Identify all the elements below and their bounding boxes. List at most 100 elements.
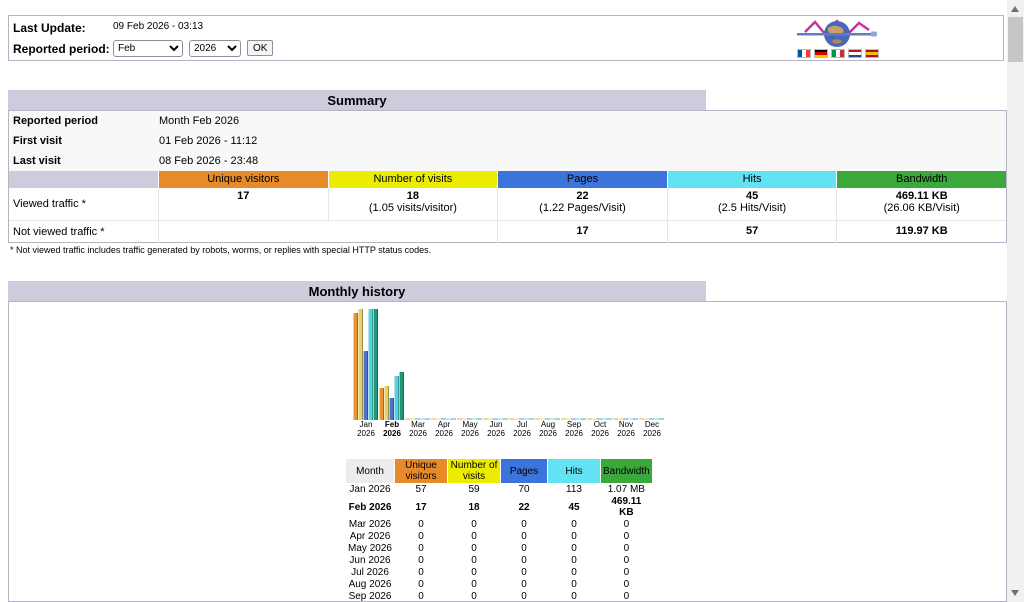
spain-flag-stripe — [866, 55, 878, 57]
monthly-table-header-4: Hits — [548, 459, 600, 483]
monthly-cell: 59 — [468, 484, 480, 495]
bar-pages-sep-2026 — [571, 418, 576, 420]
monthly-cell: 0 — [521, 555, 527, 566]
monthly-cell: Jun 2026 — [349, 555, 391, 566]
monthly-cell: 45 — [568, 501, 580, 513]
netherlands-flag[interactable] — [848, 49, 862, 58]
germany-flag[interactable] — [814, 49, 828, 58]
viewed-cell-4: 469.11 KB (26.06 KB/Visit) — [836, 188, 1006, 220]
reported-period-row: Reported period: Feb 2026 OK — [13, 40, 274, 58]
spain-flag[interactable] — [865, 49, 879, 58]
italy-flag-stripe — [840, 50, 844, 57]
bar-number-of-visits-jun-2026 — [488, 418, 493, 420]
monthly-cell: 0 — [571, 579, 577, 590]
monthly-cell: 0 — [571, 591, 577, 602]
bar-unique-visitors-aug-2026 — [535, 418, 540, 420]
awstats-logo-icon[interactable] — [795, 18, 879, 50]
bar-pages-nov-2026 — [623, 418, 628, 420]
month-label-apr: Apr 2026 — [435, 420, 453, 438]
bar-number-of-visits-apr-2026 — [436, 418, 441, 420]
reported-period-info-row: Reported period Month Feb 2026 — [9, 111, 1006, 131]
monthly-cell: 0 — [521, 591, 527, 602]
monthly-cell: 57 — [415, 484, 427, 495]
bar-bandwidth-kb--dec-2026 — [659, 418, 664, 420]
bar-hits-mar-2026 — [420, 418, 425, 420]
bar-hits-feb-2026 — [394, 376, 399, 420]
bar-pages-feb-2026 — [389, 398, 394, 420]
not-viewed-traffic-label: Not viewed traffic * — [13, 226, 105, 238]
vertical-scrollbar[interactable] — [1007, 0, 1024, 602]
monthly-cell: 0 — [521, 519, 527, 530]
viewed-traffic-label: Viewed traffic * — [13, 198, 86, 210]
scrollbar-thumb[interactable] — [1008, 17, 1023, 62]
monthly-history-table: Month Unique visitors Number of visits Page… — [345, 458, 653, 602]
summary-col-header-3: Hits — [667, 171, 837, 188]
bar-unique-visitors-dec-2026 — [639, 418, 644, 420]
bar-hits-may-2026 — [472, 418, 477, 420]
viewed-cell-0: 17 — [158, 188, 328, 220]
bar-number-of-visits-nov-2026 — [618, 418, 623, 420]
month-select[interactable]: Feb — [113, 40, 183, 57]
summary-table: Reported period Month Feb 2026 First vis… — [8, 110, 1007, 243]
not-viewed-empty-cell — [158, 221, 497, 243]
monthly-cell: 0 — [623, 579, 630, 590]
monthly-cell: 0 — [418, 591, 424, 602]
year-select[interactable]: 2026 — [189, 40, 241, 57]
monthly-table-header-5: Bandwidth — [601, 459, 652, 483]
bar-pages-mar-2026 — [415, 418, 420, 420]
monthly-cell: 113 — [566, 484, 582, 495]
bar-bandwidth-kb--nov-2026 — [633, 418, 638, 420]
monthly-cell: 1.07 MB — [607, 484, 645, 495]
germany-flag-stripe — [815, 54, 827, 57]
info-value: Month Feb 2026 — [159, 115, 240, 127]
spain-flag-stripe — [866, 50, 878, 52]
info-value: 08 Feb 2026 - 23:48 — [159, 155, 259, 167]
bar-hits-nov-2026 — [628, 418, 633, 420]
bar-bandwidth-kb--jul-2026 — [529, 418, 534, 420]
monthly-cell: 0 — [418, 555, 424, 566]
ok-button[interactable]: OK — [247, 40, 274, 56]
monthly-cell: 0 — [471, 567, 477, 578]
monthly-cell: 0 — [623, 543, 630, 554]
france-flag[interactable] — [797, 49, 811, 58]
bar-pages-jan-2026 — [363, 351, 368, 420]
monthly-history-panel: Jan 2026 Feb 2026 Mar 2026 Apr 2026 May 2026… — [8, 301, 1007, 602]
bar-hits-dec-2026 — [654, 418, 659, 420]
bar-number-of-visits-aug-2026 — [540, 418, 545, 420]
spain-flag-stripe — [866, 51, 878, 56]
scroll-down-icon[interactable] — [1011, 590, 1019, 596]
month-label-jun: Jun 2026 — [487, 420, 505, 438]
monthly-cell: 0 — [418, 531, 424, 542]
bar-hits-jun-2026 — [498, 418, 503, 420]
bar-unique-visitors-nov-2026 — [613, 418, 618, 420]
month-label-nov: Nov 2026 — [617, 420, 635, 438]
summary-col-header-1: Number of visits — [328, 171, 498, 188]
bar-hits-oct-2026 — [602, 418, 607, 420]
monthly-cell: 0 — [521, 531, 527, 542]
not-viewed-cell-0: 17 — [497, 221, 667, 243]
not-viewed-cell-2: 119.97 KB — [836, 221, 1006, 243]
bar-number-of-visits-sep-2026 — [566, 418, 571, 420]
bar-pages-may-2026 — [467, 418, 472, 420]
bar-unique-visitors-sep-2026 — [561, 418, 566, 420]
summary-title-text: Summary — [327, 93, 387, 108]
bar-number-of-visits-oct-2026 — [592, 418, 597, 420]
bar-pages-oct-2026 — [597, 418, 602, 420]
bar-pages-aug-2026 — [545, 418, 550, 420]
bar-unique-visitors-jan-2026 — [353, 313, 358, 420]
bar-unique-visitors-may-2026 — [457, 418, 462, 420]
italy-flag[interactable] — [831, 49, 845, 58]
monthly-cell: 22 — [518, 501, 530, 513]
scroll-up-icon[interactable] — [1011, 6, 1019, 12]
monthly-cell: 0 — [623, 591, 630, 602]
monthly-table-header-2: Number of visits — [448, 459, 500, 483]
bar-hits-apr-2026 — [446, 418, 451, 420]
summary-column-headers: Unique visitors Number of visits Pages Hits… — [9, 171, 1006, 188]
monthly-cell: 0 — [571, 519, 577, 530]
france-flag-stripe — [806, 50, 810, 57]
monthly-cell: 0 — [471, 543, 477, 554]
monthly-cell: 0 — [521, 579, 527, 590]
summary-col-header-4: Bandwidth — [837, 171, 1006, 188]
monthly-cell: Sep 2026 — [348, 591, 392, 602]
first-visit-info-row: First visit 01 Feb 2026 - 11:12 — [9, 131, 1006, 151]
